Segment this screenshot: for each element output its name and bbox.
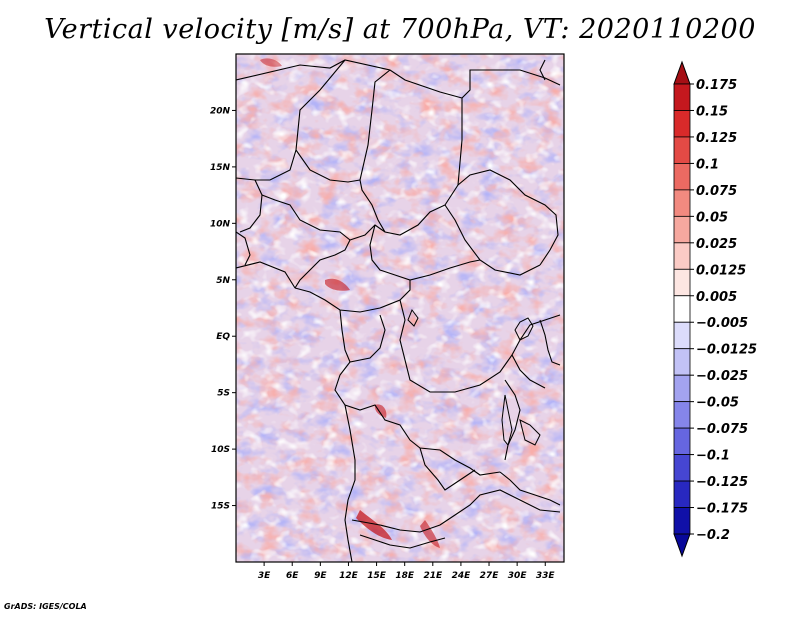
colorbar-label: −0.025 [696,369,748,384]
colorbar-segment [673,507,691,535]
colorbar-segment [673,268,691,297]
lat-tick-label: 15N [210,163,231,173]
colorbar-segment [673,374,691,403]
lon-tick-label: 15E [367,571,387,581]
colorbar-segment [673,427,691,455]
colorbar-segment [673,189,691,217]
map-title: Vertical velocity [m/s] at 700hPa, VT: 2… [44,14,756,45]
country-borders [236,59,561,562]
lon-tick-label: 27E [480,571,500,581]
colorbar-label: 0.0125 [696,263,746,278]
colorbar-label: −0.2 [696,528,730,543]
colorbar-segment [673,136,691,164]
lon-tick-label: 12E [339,571,359,581]
lat-tick-label: 10N [210,219,231,229]
colorbar-segment [673,401,691,429]
colorbar-label: 0.175 [696,78,737,93]
colorbar-top-arrow [673,60,691,85]
lat-tick-label: 5S [217,389,230,399]
lat-tick-label: 5N [216,276,230,286]
colorbar-label: 0.1 [696,157,719,172]
colorbar-label: −0.125 [696,475,748,490]
colorbar-label: −0.075 [696,422,748,437]
lat-tick-label: 20N [210,106,231,116]
colorbar-label: 0.15 [696,104,728,119]
lon-tick-label: 21E [423,571,443,581]
colorbar-label: −0.0125 [696,343,757,358]
colorbar-segment [673,163,691,191]
colorbar-label: −0.1 [696,449,730,464]
grads-credit: GrADS: IGES/COLA [4,602,87,611]
colorbar-label: 0.05 [696,210,728,225]
colorbar-segment [673,110,691,138]
colorbar-label: −0.005 [696,316,748,331]
colorbar-segment [673,348,691,376]
colorbar-segment [673,83,691,111]
lon-tick-label: 18E [395,571,415,581]
colorbar-segment [673,480,691,508]
colorbar-label: −0.175 [696,502,748,517]
lon-tick-label: 3E [258,571,271,581]
colorbar-label: −0.05 [696,396,739,411]
latitude-axis: 20N 15N 10N 5N EQ 5S 10S 15S [210,106,236,512]
colorbar-label: 0.075 [696,184,737,199]
colorbar-label: 0.005 [696,290,737,305]
lon-tick-label: 30E [508,571,528,581]
lat-tick-label: 10S [211,445,230,455]
colorbar-segment [673,295,691,323]
lon-tick-label: 24E [452,571,472,581]
lon-tick-label: 33E [536,571,556,581]
lakes [407,308,541,447]
colorbar-label: 0.125 [696,131,737,146]
map-frame [235,53,565,563]
lat-tick-label: 15S [211,502,230,512]
lat-tick-label: EQ [216,332,230,342]
longitude-axis: 3E 6E 9E 12E 15E 18E 21E 24E 27E 30E 33E [258,562,556,581]
lon-tick-label: 6E [286,571,299,581]
colorbar: 0.175 0.15 0.125 0.1 0.075 0.05 0.025 0.0125 0.0… [673,60,757,558]
velocity-field [236,54,564,562]
colorbar-segment [673,454,691,482]
colorbar-segment [673,242,691,270]
colorbar-bottom-arrow [673,533,691,558]
lon-tick-label: 9E [314,571,327,581]
colorbar-segment [673,215,691,244]
colorbar-segment [673,321,691,350]
colorbar-label: 0.025 [696,237,737,252]
